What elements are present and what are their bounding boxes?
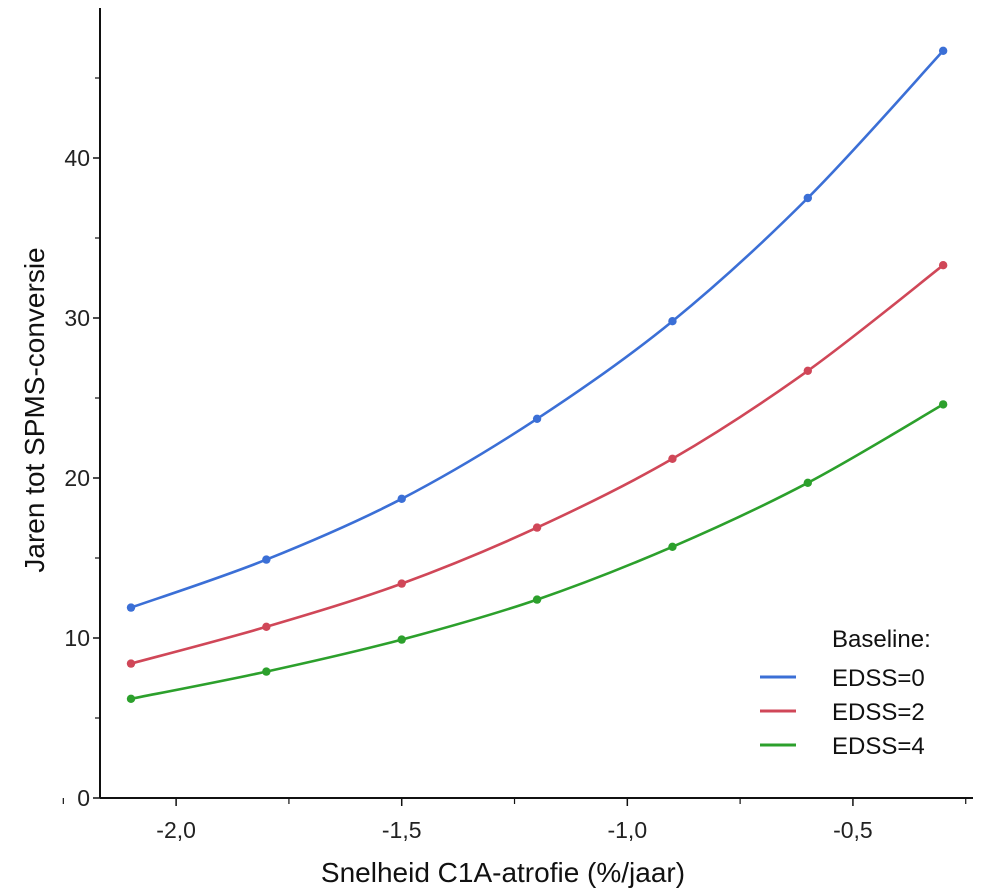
series-edss-0	[126, 46, 948, 612]
data-point	[803, 366, 812, 375]
data-point	[397, 579, 406, 588]
data-point	[938, 400, 948, 409]
legend-label: EDSS=0	[832, 665, 925, 692]
y-tick-label: 20	[64, 465, 90, 491]
data-point	[126, 659, 136, 668]
data-point	[126, 694, 136, 703]
data-point	[938, 261, 948, 270]
data-point	[803, 478, 812, 487]
series-line	[130, 264, 944, 665]
series-edss-4	[126, 400, 948, 703]
legend-label: EDSS=4	[832, 733, 925, 760]
data-point	[126, 603, 136, 612]
y-tick-label: 0	[77, 785, 90, 811]
data-point	[532, 414, 542, 423]
data-point	[397, 494, 406, 503]
y-tick-label: 40	[64, 145, 90, 171]
data-point	[532, 595, 542, 604]
data-point	[668, 317, 677, 326]
data-point	[803, 193, 812, 203]
data-point	[668, 454, 677, 463]
legend: Baseline: EDSS=0 EDSS=2 EDSS=4	[760, 626, 931, 760]
x-tick-label: -0,5	[833, 817, 873, 843]
data-point	[262, 667, 271, 676]
data-point	[938, 46, 948, 55]
data-point	[532, 523, 542, 532]
x-axis-title: Snelheid C1A-atrofie (%/jaar)	[321, 857, 685, 888]
series-line	[130, 403, 944, 701]
data-point	[262, 622, 271, 631]
y-tick-label: 30	[64, 305, 90, 331]
series-edss-2	[126, 261, 948, 668]
legend-title: Baseline:	[832, 626, 931, 653]
data-point	[262, 555, 271, 564]
x-tick-label: -2,0	[156, 817, 196, 843]
data-point	[397, 635, 406, 644]
axes: 0 10 20 30 40 -2,0 -1,5 -1,0 -0,5	[62, 8, 973, 843]
x-tick-label: -1,5	[382, 817, 422, 843]
y-axis-title: Jaren tot SPMS-conversie	[19, 247, 50, 572]
legend-label: EDSS=2	[832, 699, 925, 726]
data-point	[668, 542, 677, 551]
y-tick-label: 10	[64, 625, 90, 651]
x-tick-label: -1,0	[607, 817, 647, 843]
series-layer	[126, 46, 948, 703]
